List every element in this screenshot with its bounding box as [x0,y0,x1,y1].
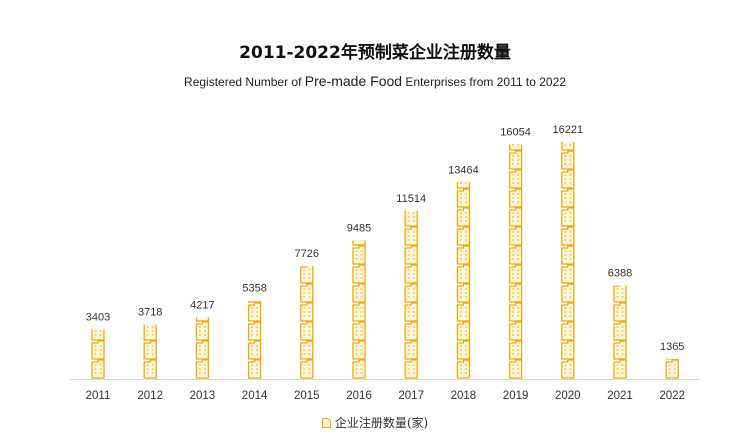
value-label-2019: 16054 [500,126,531,138]
x-tick-2014: 2014 [242,390,268,402]
subtitle-pre: Registered Number of [184,75,305,89]
subtitle-emphasis: Pre-made Food [304,73,403,89]
bar-2014 [247,300,262,379]
bar-2021 [613,285,627,379]
legend-label: 企业注册数量(家) [334,416,429,430]
x-tick-2018: 2018 [451,390,477,402]
value-label-2021: 6388 [608,268,632,280]
value-label-2011: 3403 [86,311,110,323]
x-tick-2012: 2012 [137,390,163,402]
value-label-2013: 4217 [190,299,214,311]
value-label-2020: 16221 [553,124,584,136]
value-label-2018: 13464 [448,164,479,176]
legend: 企业注册数量(家) [0,414,750,431]
bar-2013 [195,317,210,379]
bar-2018 [456,182,471,379]
x-tick-2013: 2013 [190,390,216,402]
x-tick-2020: 2020 [555,390,581,402]
x-tick-2019: 2019 [503,390,529,402]
value-label-2012: 3718 [138,307,162,319]
chart-subtitle: Registered Number of Pre-made Food Enter… [0,73,750,89]
bar-2016 [352,240,366,379]
bar-2012 [143,324,157,379]
bar-2022 [665,359,679,379]
value-label-2014: 5358 [242,283,266,295]
value-label-2016: 9485 [347,222,371,234]
x-tick-2015: 2015 [294,390,320,402]
x-tick-2022: 2022 [659,390,685,402]
x-tick-2017: 2017 [398,390,424,402]
bar-2017 [404,210,418,379]
x-tick-2016: 2016 [346,390,372,402]
bar-2019 [508,144,523,379]
value-label-2022: 1365 [660,341,684,353]
subtitle-post: Enterprises from 2011 to 2022 [402,75,566,89]
value-label-2015: 7726 [295,248,319,260]
value-label-2017: 11514 [396,193,426,205]
bar-2020 [561,142,575,379]
bar-2015 [300,266,314,379]
bar-2011 [91,329,105,379]
chart-title: 2011-2022年预制菜企业注册数量 [239,43,511,63]
x-tick-2011: 2011 [86,390,111,402]
building-icon [321,418,331,428]
x-tick-2021: 2021 [607,390,633,402]
